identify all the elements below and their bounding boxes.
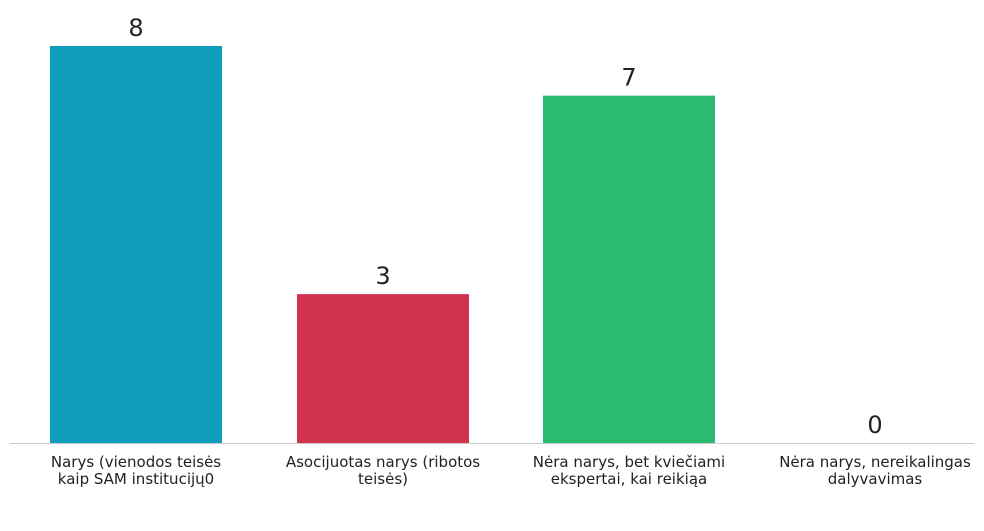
category-label: Asocijuotas narys (ribotos teisės): [285, 453, 481, 488]
category-label: Nėra narys, bet kviečiami ekspertai, kai…: [532, 453, 726, 488]
value-labels-layer: 8 3 7 0: [128, 14, 882, 439]
category-label: Nėra narys, nereikalingas dalyvavimas: [779, 453, 971, 488]
bar: [543, 95, 715, 443]
bar: [50, 46, 222, 443]
value-label: 0: [867, 411, 882, 439]
value-label: 7: [621, 64, 636, 92]
value-label: 3: [375, 262, 390, 290]
category-label: Narys (vienodos teisės kaip SAM instituc…: [50, 453, 222, 488]
value-label: 8: [128, 14, 143, 42]
bars-layer: [50, 46, 715, 443]
bar: [297, 294, 469, 443]
